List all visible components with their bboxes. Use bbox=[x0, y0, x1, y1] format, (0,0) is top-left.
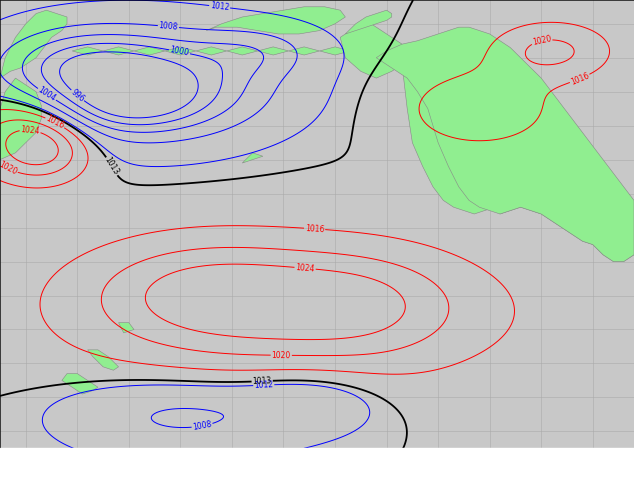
Polygon shape bbox=[62, 374, 98, 394]
Text: 6: 6 bbox=[68, 474, 77, 487]
Polygon shape bbox=[242, 153, 263, 163]
Polygon shape bbox=[340, 24, 407, 78]
Text: Wind 10m: Wind 10m bbox=[3, 475, 60, 485]
Polygon shape bbox=[196, 47, 227, 55]
Text: 1012: 1012 bbox=[254, 380, 273, 390]
Text: Sa 01-06-2024 18:00 UTC (T8+120): Sa 01-06-2024 18:00 UTC (T8+120) bbox=[432, 456, 631, 466]
Text: 150W: 150W bbox=[271, 449, 295, 458]
Text: 170E: 170E bbox=[67, 449, 88, 458]
Text: 1008: 1008 bbox=[192, 420, 212, 432]
Text: 1020: 1020 bbox=[0, 160, 18, 177]
Polygon shape bbox=[206, 7, 346, 34]
Text: 180: 180 bbox=[121, 449, 137, 458]
Text: 996: 996 bbox=[69, 87, 86, 104]
Polygon shape bbox=[134, 47, 165, 55]
Text: 1016: 1016 bbox=[44, 114, 65, 131]
Polygon shape bbox=[0, 10, 67, 78]
Text: 160W: 160W bbox=[220, 449, 244, 458]
Polygon shape bbox=[376, 27, 634, 262]
Polygon shape bbox=[288, 47, 320, 55]
Text: 1016: 1016 bbox=[305, 224, 325, 234]
Polygon shape bbox=[593, 218, 634, 262]
Text: 1012: 1012 bbox=[210, 1, 230, 12]
Text: 170W: 170W bbox=[169, 449, 193, 458]
Text: 1004: 1004 bbox=[36, 85, 58, 103]
Text: 9: 9 bbox=[126, 474, 134, 487]
Text: 11: 11 bbox=[159, 474, 177, 487]
Text: 110W: 110W bbox=[477, 449, 501, 458]
Text: 1020: 1020 bbox=[531, 34, 552, 47]
Polygon shape bbox=[227, 47, 258, 55]
Text: 1013: 1013 bbox=[103, 156, 120, 177]
Text: 1013: 1013 bbox=[252, 376, 272, 386]
Polygon shape bbox=[72, 47, 103, 55]
Polygon shape bbox=[5, 17, 51, 65]
Text: Bft: Bft bbox=[198, 475, 214, 485]
Text: 1024: 1024 bbox=[20, 125, 40, 136]
Text: 1008: 1008 bbox=[158, 21, 178, 32]
Polygon shape bbox=[87, 350, 119, 370]
Text: 1016: 1016 bbox=[569, 71, 590, 87]
Text: ©weatheronline.co.uk: ©weatheronline.co.uk bbox=[522, 475, 631, 485]
Text: High wind areas [hPa] ECMWF: High wind areas [hPa] ECMWF bbox=[3, 456, 171, 466]
Text: 90W: 90W bbox=[583, 449, 602, 458]
Text: 140W: 140W bbox=[323, 449, 347, 458]
Polygon shape bbox=[346, 10, 392, 34]
Text: 1020: 1020 bbox=[271, 351, 291, 360]
Polygon shape bbox=[258, 47, 288, 55]
Text: 100W: 100W bbox=[529, 449, 553, 458]
Text: 10: 10 bbox=[140, 474, 158, 487]
Polygon shape bbox=[489, 170, 634, 245]
Text: 120W: 120W bbox=[426, 449, 450, 458]
Text: 8: 8 bbox=[107, 474, 115, 487]
Polygon shape bbox=[402, 65, 505, 214]
Polygon shape bbox=[103, 47, 134, 55]
Text: 12: 12 bbox=[178, 474, 196, 487]
Polygon shape bbox=[320, 47, 351, 55]
Text: 1000: 1000 bbox=[169, 46, 190, 58]
Text: 7: 7 bbox=[87, 474, 96, 487]
Polygon shape bbox=[165, 47, 196, 55]
Text: 130W: 130W bbox=[375, 449, 399, 458]
Text: 1024: 1024 bbox=[295, 263, 315, 273]
Polygon shape bbox=[0, 78, 41, 160]
Polygon shape bbox=[119, 323, 134, 333]
